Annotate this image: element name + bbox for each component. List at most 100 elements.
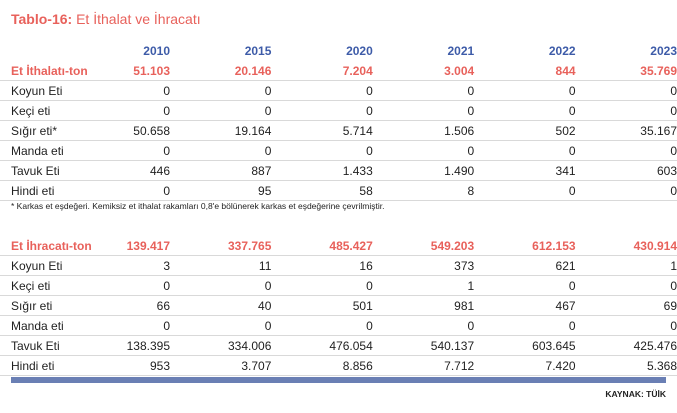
row-label: Hindi eti <box>0 180 110 201</box>
table-number: Tablo-16: <box>11 11 73 27</box>
table-title: Tablo-16: Et İthalat ve İhracatı <box>11 11 201 27</box>
row-label: Koyun Eti <box>0 255 110 276</box>
cell: 0 <box>170 80 272 101</box>
cell: 3 <box>110 255 170 276</box>
exports-table: Et İhracatı-ton 139.417 337.765 485.427 … <box>0 236 677 376</box>
cell: 1 <box>372 275 475 296</box>
cell: 0 <box>110 315 170 336</box>
row-label: Manda eti <box>0 315 110 336</box>
cell: 7.420 <box>474 355 576 376</box>
cell: 0 <box>110 100 170 121</box>
row-label: Et İthalatı-ton <box>0 61 110 81</box>
cell: 69 <box>575 295 677 316</box>
cell: 58 <box>271 180 373 201</box>
table-row: Keçi eti 0 0 0 1 0 0 <box>0 275 677 296</box>
row-label: Sığır eti <box>0 295 110 316</box>
cell: 887 <box>170 160 272 181</box>
row-label: Koyun Eti <box>0 80 110 101</box>
cell: 5.368 <box>575 355 677 376</box>
row-label: Et İhracatı-ton <box>0 236 110 256</box>
cell: 7.712 <box>372 355 475 376</box>
cell: 0 <box>372 140 475 161</box>
cell: 0 <box>170 275 272 296</box>
cell: 3.004 <box>372 61 475 81</box>
cell: 0 <box>110 140 170 161</box>
source-label: KAYNAK: TÜİK <box>605 389 666 399</box>
cell: 334.006 <box>170 335 272 356</box>
year-2021: 2021 <box>447 44 475 58</box>
cell: 0 <box>271 315 373 336</box>
cell: 0 <box>170 140 272 161</box>
row-label: Tavuk Eti <box>0 160 110 181</box>
cell: 621 <box>474 255 576 276</box>
cell: 139.417 <box>110 236 170 256</box>
cell: 1.433 <box>271 160 373 181</box>
cell: 0 <box>474 140 576 161</box>
cell: 549.203 <box>372 236 475 256</box>
cell: 844 <box>474 61 576 81</box>
cell: 66 <box>110 295 170 316</box>
cell: 35.769 <box>575 61 677 81</box>
cell: 485.427 <box>271 236 373 256</box>
cell: 0 <box>372 315 475 336</box>
cell: 19.164 <box>170 120 272 141</box>
cell: 0 <box>474 80 576 101</box>
cell: 5.714 <box>271 120 373 141</box>
cell: 0 <box>271 100 373 121</box>
cell: 0 <box>575 140 677 161</box>
cell: 8.856 <box>271 355 373 376</box>
year-2010: 2010 <box>143 44 170 58</box>
cell: 446 <box>110 160 170 181</box>
cell: 7.204 <box>271 61 373 81</box>
year-header-spacer <box>0 41 110 61</box>
cell: 1 <box>575 255 677 276</box>
cell: 20.146 <box>170 61 272 81</box>
row-label: Hindi eti <box>0 355 110 376</box>
cell: 50.658 <box>110 120 170 141</box>
cell: 1.490 <box>372 160 475 181</box>
cell: 0 <box>372 80 475 101</box>
cell: 430.914 <box>575 236 677 256</box>
cell: 0 <box>474 180 576 201</box>
cell: 0 <box>575 275 677 296</box>
row-label: Keçi eti <box>0 275 110 296</box>
cell: 501 <box>271 295 373 316</box>
cell: 16 <box>271 255 373 276</box>
table-row: Hindi eti 953 3.707 8.856 7.712 7.420 5.… <box>0 355 677 376</box>
row-label: Keçi eti <box>0 100 110 121</box>
row-label: Sığır eti* <box>0 120 110 141</box>
cell: 138.395 <box>110 335 170 356</box>
cell: 1.506 <box>372 120 475 141</box>
cell: 341 <box>474 160 576 181</box>
cell: 0 <box>575 80 677 101</box>
table-row: Sığır eti* 50.658 19.164 5.714 1.506 502… <box>0 120 677 141</box>
cell: 476.054 <box>271 335 373 356</box>
cell: 0 <box>575 180 677 201</box>
cell: 953 <box>110 355 170 376</box>
cell: 0 <box>271 275 373 296</box>
cell: 3.707 <box>170 355 272 376</box>
table-row: Sığır eti 66 40 501 981 467 69 <box>0 295 677 316</box>
table-row: Hindi eti 0 95 58 8 0 0 <box>0 180 677 201</box>
cell: 0 <box>372 100 475 121</box>
cell: 11 <box>170 255 272 276</box>
imports-total-row: Et İthalatı-ton 51.103 20.146 7.204 3.00… <box>0 61 677 81</box>
year-2020: 2020 <box>346 44 373 58</box>
cell: 981 <box>372 295 475 316</box>
cell: 373 <box>372 255 475 276</box>
cell: 0 <box>110 275 170 296</box>
cell: 540.137 <box>372 335 475 356</box>
year-2022: 2022 <box>548 44 576 58</box>
table-row: Keçi eti 0 0 0 0 0 0 <box>0 100 677 121</box>
cell: 0 <box>110 80 170 101</box>
exports-total-row: Et İhracatı-ton 139.417 337.765 485.427 … <box>0 236 677 256</box>
cell: 0 <box>474 315 576 336</box>
cell: 95 <box>170 180 272 201</box>
row-label: Manda eti <box>0 140 110 161</box>
year-header-row: 2010 2015 2020 2021 2022 2023 <box>0 41 677 61</box>
table-row: Tavuk Eti 446 887 1.433 1.490 341 603 <box>0 160 677 181</box>
cell: 612.153 <box>474 236 576 256</box>
cell: 0 <box>271 140 373 161</box>
table-row: Tavuk Eti 138.395 334.006 476.054 540.13… <box>0 335 677 356</box>
cell: 337.765 <box>170 236 272 256</box>
